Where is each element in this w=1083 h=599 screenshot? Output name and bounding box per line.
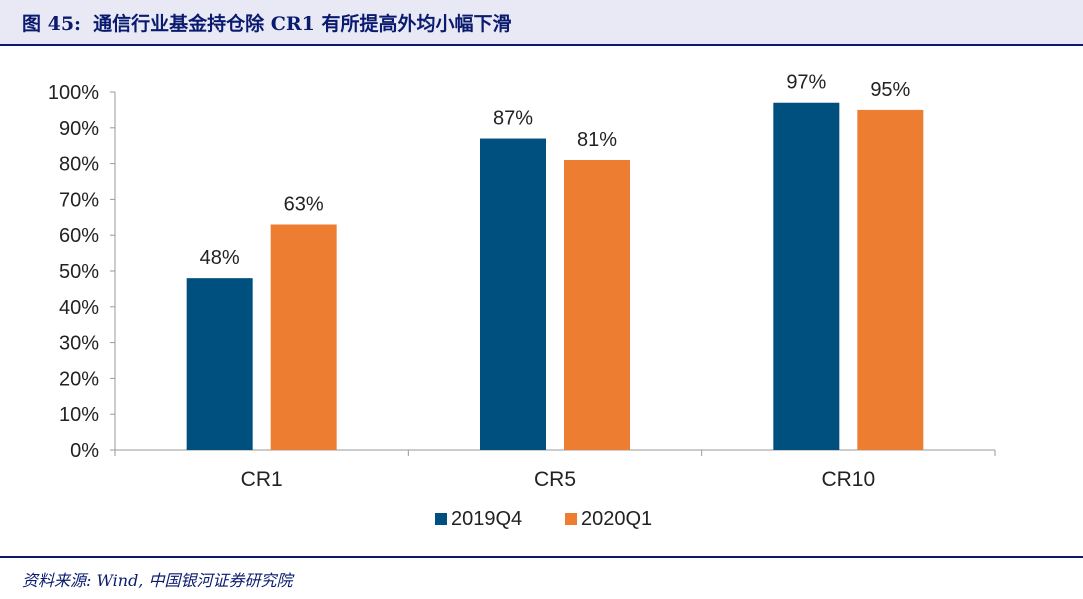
figure-title: 图 45: 通信行业基金持仓除 CR1 有所提高外均小幅下滑: [22, 9, 511, 36]
y-tick-label: 0%: [70, 440, 99, 462]
y-tick-label: 60%: [59, 225, 99, 247]
data-label: 81%: [577, 129, 617, 151]
legend-swatch-2019q4: [435, 513, 447, 525]
data-label: 48%: [200, 247, 240, 269]
y-tick-label: 90%: [59, 118, 99, 140]
legend-label: 2019Q4: [451, 508, 522, 530]
data-label: 63%: [284, 193, 324, 215]
data-label: 97%: [786, 72, 826, 94]
bar-2020q1-cr1: [270, 224, 337, 450]
legend-label: 2020Q1: [581, 508, 652, 530]
figure-title-text: 通信行业基金持仓除 CR1 有所提高外均小幅下滑: [93, 13, 512, 35]
y-tick-label: 40%: [59, 297, 99, 319]
bar-2019q4-cr1: [186, 278, 253, 450]
figure-number: 图 45:: [22, 13, 82, 35]
y-tick-label: 20%: [59, 368, 99, 390]
legend-swatch-2020q1: [565, 513, 577, 525]
y-tick-label: 50%: [59, 261, 99, 283]
source-note: 资料来源: Wind, 中国银河证券研究院: [22, 571, 293, 590]
source-divider: [0, 556, 1083, 558]
data-label: 87%: [493, 108, 533, 130]
bar-2019q4-cr10: [773, 102, 840, 451]
y-tick-label: 80%: [59, 154, 99, 176]
bar-2019q4-cr5: [480, 138, 546, 450]
data-label: 95%: [870, 79, 910, 101]
x-category-label: CR1: [241, 468, 283, 491]
figure-title-bar: 图 45: 通信行业基金持仓除 CR1 有所提高外均小幅下滑: [0, 0, 1083, 46]
x-category-label: CR10: [821, 468, 875, 491]
y-tick-label: 70%: [59, 189, 99, 211]
x-category-label: CR5: [534, 468, 576, 491]
bar-2020q1-cr5: [564, 160, 630, 450]
y-tick-label: 100%: [48, 82, 99, 104]
y-tick-label: 10%: [59, 404, 99, 426]
chart-area: 0% 10% 20% 30% 40% 50% 60% 70% 80% 90% 100% CR1 48% 6…: [0, 46, 1083, 554]
bar-chart: 0% 10% 20% 30% 40% 50% 60% 70% 80% 90% 100% CR1 48% 6…: [48, 72, 996, 530]
y-tick-label: 30%: [59, 333, 99, 355]
bar-2020q1-cr10: [857, 109, 924, 451]
